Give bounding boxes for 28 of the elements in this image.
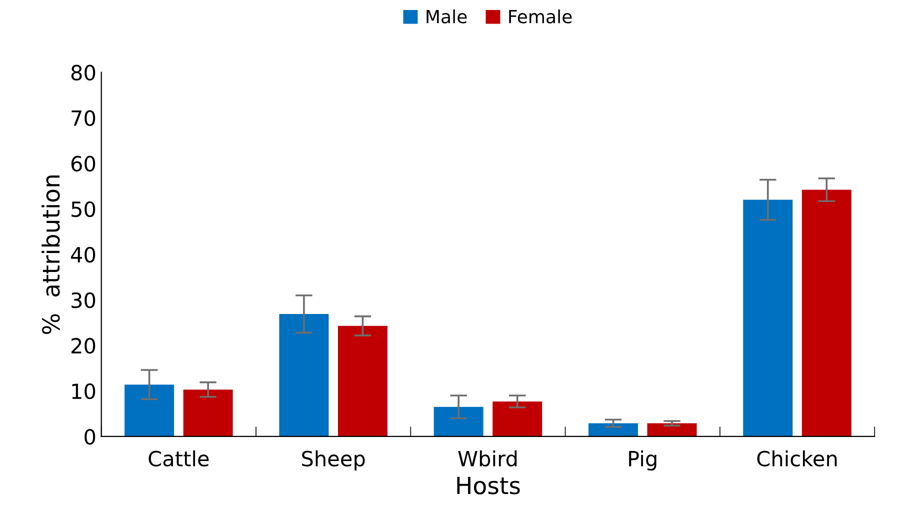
bar bbox=[743, 200, 793, 436]
bar bbox=[183, 390, 233, 436]
y-axis-title: % attribution bbox=[42, 175, 60, 334]
y-tick-label: 50 bbox=[72, 201, 96, 218]
legend-label: Male bbox=[426, 9, 467, 24]
x-tick-label: Cattle bbox=[148, 450, 209, 467]
bar bbox=[279, 314, 329, 436]
y-tick-label: 20 bbox=[72, 338, 96, 354]
bar bbox=[124, 384, 174, 436]
legend-label: Female bbox=[509, 9, 572, 24]
y-tick-label: 10 bbox=[72, 383, 96, 400]
bar bbox=[338, 326, 388, 436]
x-tick-label: Sheep bbox=[302, 450, 365, 471]
x-tick-label: Wbird bbox=[458, 450, 517, 467]
bar bbox=[492, 401, 542, 436]
y-tick-label: 80 bbox=[71, 64, 96, 81]
x-tick-label: Chicken bbox=[757, 450, 837, 467]
bar bbox=[434, 406, 484, 436]
y-tick-label: 70 bbox=[72, 110, 96, 126]
y-tick-label: 40 bbox=[71, 246, 96, 263]
x-axis-title: Hosts bbox=[457, 476, 520, 494]
bar bbox=[802, 190, 852, 436]
y-tick-label: 30 bbox=[72, 292, 96, 308]
bar bbox=[647, 423, 697, 436]
x-tick-label: Pig bbox=[629, 450, 656, 471]
y-tick-label: 60 bbox=[71, 156, 96, 172]
bar bbox=[588, 423, 638, 436]
y-tick-label: 0 bbox=[84, 428, 96, 445]
